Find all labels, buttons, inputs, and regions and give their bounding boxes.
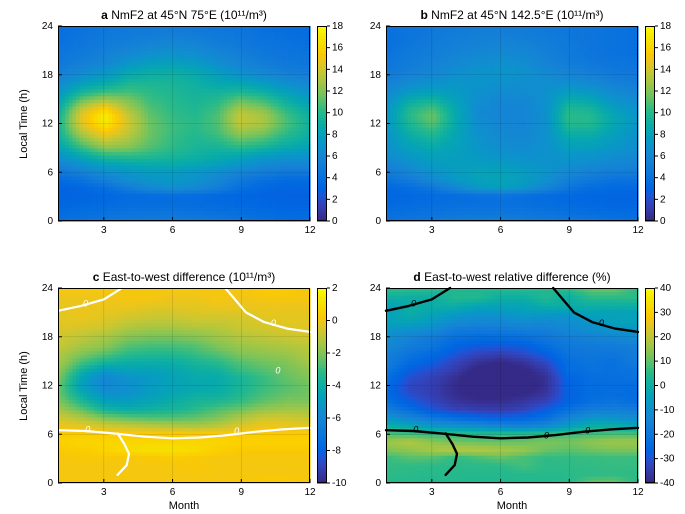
svg-text:4: 4 — [332, 173, 338, 184]
panel-b-title: b NmF2 at 45°N 142.5°E (10¹¹/m³) — [386, 8, 638, 22]
panel-c-ylabel: Local Time (h) — [18, 351, 30, 421]
svg-text:18: 18 — [332, 21, 344, 32]
svg-text:14: 14 — [332, 64, 344, 75]
panel-d-xlabel: Month — [386, 500, 638, 512]
svg-text:2: 2 — [332, 194, 338, 205]
colorbar-a: 024681012141618 — [317, 26, 357, 225]
colorbar-c: -10-8-6-4-202 — [317, 288, 357, 487]
axes-d: 000000612182436912 — [386, 288, 638, 483]
svg-text:0: 0 — [332, 216, 338, 227]
svg-text:12: 12 — [332, 86, 344, 97]
colorbar-d: -40-30-20-10010203040 — [645, 288, 655, 483]
svg-text:8: 8 — [332, 129, 338, 140]
axes-b: 0612182436912 — [386, 26, 638, 221]
colorbar-d: -40-30-20-10010203040 — [645, 288, 685, 487]
svg-text:10: 10 — [332, 108, 344, 119]
panel-c-xlabel: Month — [58, 500, 310, 512]
panel-a-title: a NmF2 at 45°N 75°E (10¹¹/m³) — [58, 8, 310, 22]
panel-d-title: d East-to-west relative difference (%) — [386, 270, 638, 284]
svg-text:6: 6 — [47, 167, 53, 178]
panel-b: b NmF2 at 45°N 142.5°E (10¹¹/m³) 0612182… — [386, 26, 638, 221]
svg-text:24: 24 — [42, 21, 54, 32]
svg-text:0: 0 — [47, 216, 53, 227]
colorbar-a: 024681012141618 — [317, 26, 327, 221]
panel-a-ylabel: Local Time (h) — [18, 89, 30, 159]
svg-text:16: 16 — [332, 43, 344, 54]
panel-a: a NmF2 at 45°N 75°E (10¹¹/m³) Local Time… — [58, 26, 310, 221]
panel-c-title: c East-to-west difference (10¹¹/m³) — [58, 270, 310, 284]
panel-d: d East-to-west relative difference (%) M… — [386, 288, 638, 483]
figure-root: a NmF2 at 45°N 75°E (10¹¹/m³) Local Time… — [0, 0, 685, 514]
svg-text:6: 6 — [170, 225, 176, 236]
svg-text:6: 6 — [332, 151, 338, 162]
svg-text:12: 12 — [42, 119, 54, 130]
colorbar-c: -10-8-6-4-202 — [317, 288, 327, 483]
axes-c: 000000612182436912 — [58, 288, 310, 483]
colorbar-b: 024681012141618 — [645, 26, 685, 225]
axes-a: 0612182436912 — [58, 26, 310, 221]
svg-text:12: 12 — [304, 225, 316, 236]
colorbar-b: 024681012141618 — [645, 26, 655, 221]
svg-text:3: 3 — [101, 225, 107, 236]
panel-c: c East-to-west difference (10¹¹/m³) Loca… — [58, 288, 310, 483]
svg-text:18: 18 — [42, 70, 54, 81]
svg-text:9: 9 — [238, 225, 244, 236]
